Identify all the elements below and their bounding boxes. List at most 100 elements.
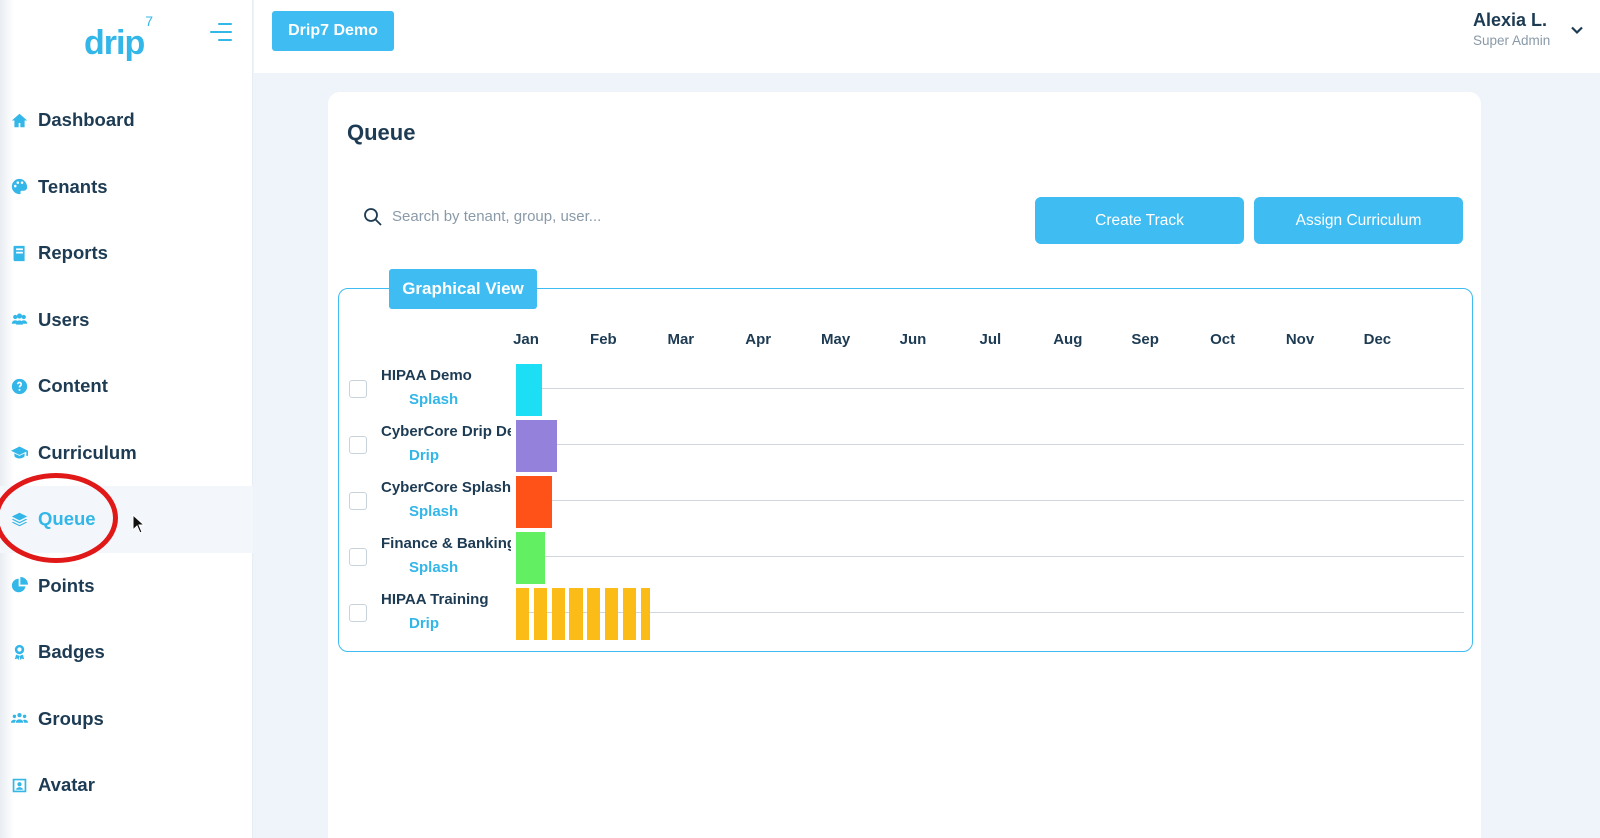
track-type: Splash — [409, 503, 459, 520]
timeline-bar[interactable] — [622, 588, 636, 640]
month-label-dec: Dec — [1363, 331, 1392, 348]
sidebar: drip7 Dashboard Tenants Reports Users Co… — [0, 0, 253, 838]
timeline-row: HIPAA Demo Splash — [339, 361, 1472, 418]
sidebar-item-points[interactable]: Points — [0, 553, 253, 620]
month-label-mar: Mar — [667, 331, 695, 348]
timeline-row: HIPAA Training Drip — [339, 585, 1472, 642]
sidebar-item-queue[interactable]: Queue — [0, 486, 253, 553]
create-track-button[interactable]: Create Track — [1035, 197, 1244, 244]
drip7-logo[interactable]: drip7 — [84, 13, 153, 63]
graphical-view-panel: Graphical View Jan Feb Mar Apr May Jun Jul Aug S… — [338, 269, 1473, 652]
timeline-line — [520, 444, 1464, 445]
timeline-bar[interactable] — [587, 588, 601, 640]
award-icon — [10, 643, 28, 661]
track-name: HIPAA Demo — [381, 367, 472, 384]
month-label-jun: Jun — [899, 331, 927, 348]
row-checkbox[interactable] — [349, 604, 367, 622]
tenant-select-button[interactable]: Drip7 Demo — [272, 11, 394, 51]
sidebar-item-label: Groups — [38, 707, 104, 729]
sidebar-item-curriculum[interactable]: Curriculum — [0, 420, 253, 487]
graduation-cap-icon — [10, 444, 28, 462]
sidebar-item-content[interactable]: Content — [0, 353, 253, 420]
sidebar-item-groups[interactable]: Groups — [0, 686, 253, 753]
timeline-bar[interactable] — [640, 588, 650, 640]
row-checkbox[interactable] — [349, 492, 367, 510]
sidebar-item-tenants[interactable]: Tenants — [0, 154, 253, 221]
timeline-line — [520, 556, 1464, 557]
month-label-jan: Jan — [513, 331, 539, 348]
timeline-bar[interactable] — [533, 588, 547, 640]
page-title: Queue — [347, 120, 416, 145]
sidebar-item-badges[interactable]: Badges — [0, 619, 253, 686]
row-checkbox[interactable] — [349, 436, 367, 454]
user-name[interactable]: Alexia L. — [1473, 10, 1548, 30]
sidebar-item-label: Badges — [38, 641, 105, 663]
timeline-line — [520, 388, 1464, 389]
group-icon — [10, 710, 28, 728]
sidebar-item-label: Users — [38, 308, 90, 330]
menu-toggle-icon[interactable] — [208, 22, 232, 42]
month-label-aug: Aug — [1053, 331, 1083, 348]
track-type: Drip — [409, 615, 439, 632]
timeline-bar[interactable] — [516, 588, 530, 640]
timeline-bar[interactable] — [605, 588, 619, 640]
users-icon — [10, 311, 28, 329]
logo-text: drip — [84, 24, 145, 62]
sidebar-item-label: Avatar — [38, 774, 95, 796]
sidebar-edge-shade — [0, 0, 14, 838]
row-checkbox[interactable] — [349, 548, 367, 566]
month-label-may: May — [821, 331, 851, 348]
sidebar-item-label: Queue — [38, 508, 96, 530]
timeline-bar[interactable] — [516, 364, 542, 416]
top-bar: Drip7 Demo Alexia L. Super Admin — [254, 0, 1600, 73]
track-name: CyberCore Drip Demo — [381, 423, 511, 440]
search-icon — [364, 208, 382, 226]
track-type: Drip — [409, 447, 439, 464]
timeline-row: CyberCore Drip Demo Drip — [339, 417, 1472, 474]
user-role: Super Admin — [1473, 33, 1551, 48]
track-name: CyberCore Splash — [381, 479, 511, 496]
timeline-line — [520, 500, 1464, 501]
month-label-apr: Apr — [745, 331, 772, 348]
month-label-jul: Jul — [979, 331, 1002, 348]
sidebar-item-dashboard[interactable]: Dashboard — [0, 87, 253, 154]
month-label-oct: Oct — [1210, 331, 1236, 348]
row-checkbox[interactable] — [349, 380, 367, 398]
timeline-bar[interactable] — [516, 532, 545, 584]
queue-card: Queue Create Track Assign Curriculum Gra… — [328, 92, 1481, 838]
sidebar-item-label: Content — [38, 375, 108, 397]
book-icon — [10, 244, 28, 262]
sidebar-item-reports[interactable]: Reports — [0, 220, 253, 287]
question-icon — [10, 377, 28, 395]
palette-icon — [10, 178, 28, 196]
timeline-bar[interactable] — [516, 476, 553, 528]
timeline-row: Finance & Banking Splash — [339, 529, 1472, 586]
sidebar-item-users[interactable]: Users — [0, 287, 253, 354]
month-label-nov: Nov — [1285, 331, 1315, 348]
sidebar-nav: Dashboard Tenants Reports Users Content … — [0, 87, 253, 819]
timeline-row: CyberCore Splash Splash — [339, 473, 1472, 530]
timeline-bar[interactable] — [551, 588, 565, 640]
track-type: Splash — [409, 559, 459, 576]
sidebar-item-label: Reports — [38, 242, 108, 264]
sidebar-item-label: Points — [38, 574, 95, 596]
timeline-bar[interactable] — [516, 420, 558, 472]
graphical-view-tab[interactable]: Graphical View — [389, 269, 537, 309]
timeline-line — [520, 612, 1464, 613]
track-name: HIPAA Training — [381, 591, 489, 608]
sidebar-item-avatar[interactable]: Avatar — [0, 752, 253, 819]
sidebar-item-label: Tenants — [38, 175, 108, 197]
sidebar-item-label: Dashboard — [38, 109, 135, 131]
mouse-pointer-icon — [132, 514, 146, 534]
track-type: Splash — [409, 391, 459, 408]
timeline-bar[interactable] — [569, 588, 583, 640]
layers-icon — [10, 510, 28, 528]
logo-superscript: 7 — [145, 12, 153, 29]
search-input[interactable] — [392, 198, 1002, 234]
track-name: Finance & Banking — [381, 535, 511, 552]
assign-curriculum-button[interactable]: Assign Curriculum — [1254, 197, 1463, 244]
chevron-down-icon[interactable] — [1570, 23, 1584, 37]
sidebar-item-label: Curriculum — [38, 441, 137, 463]
pie-chart-icon — [10, 577, 28, 595]
month-label-feb: Feb — [590, 331, 617, 348]
